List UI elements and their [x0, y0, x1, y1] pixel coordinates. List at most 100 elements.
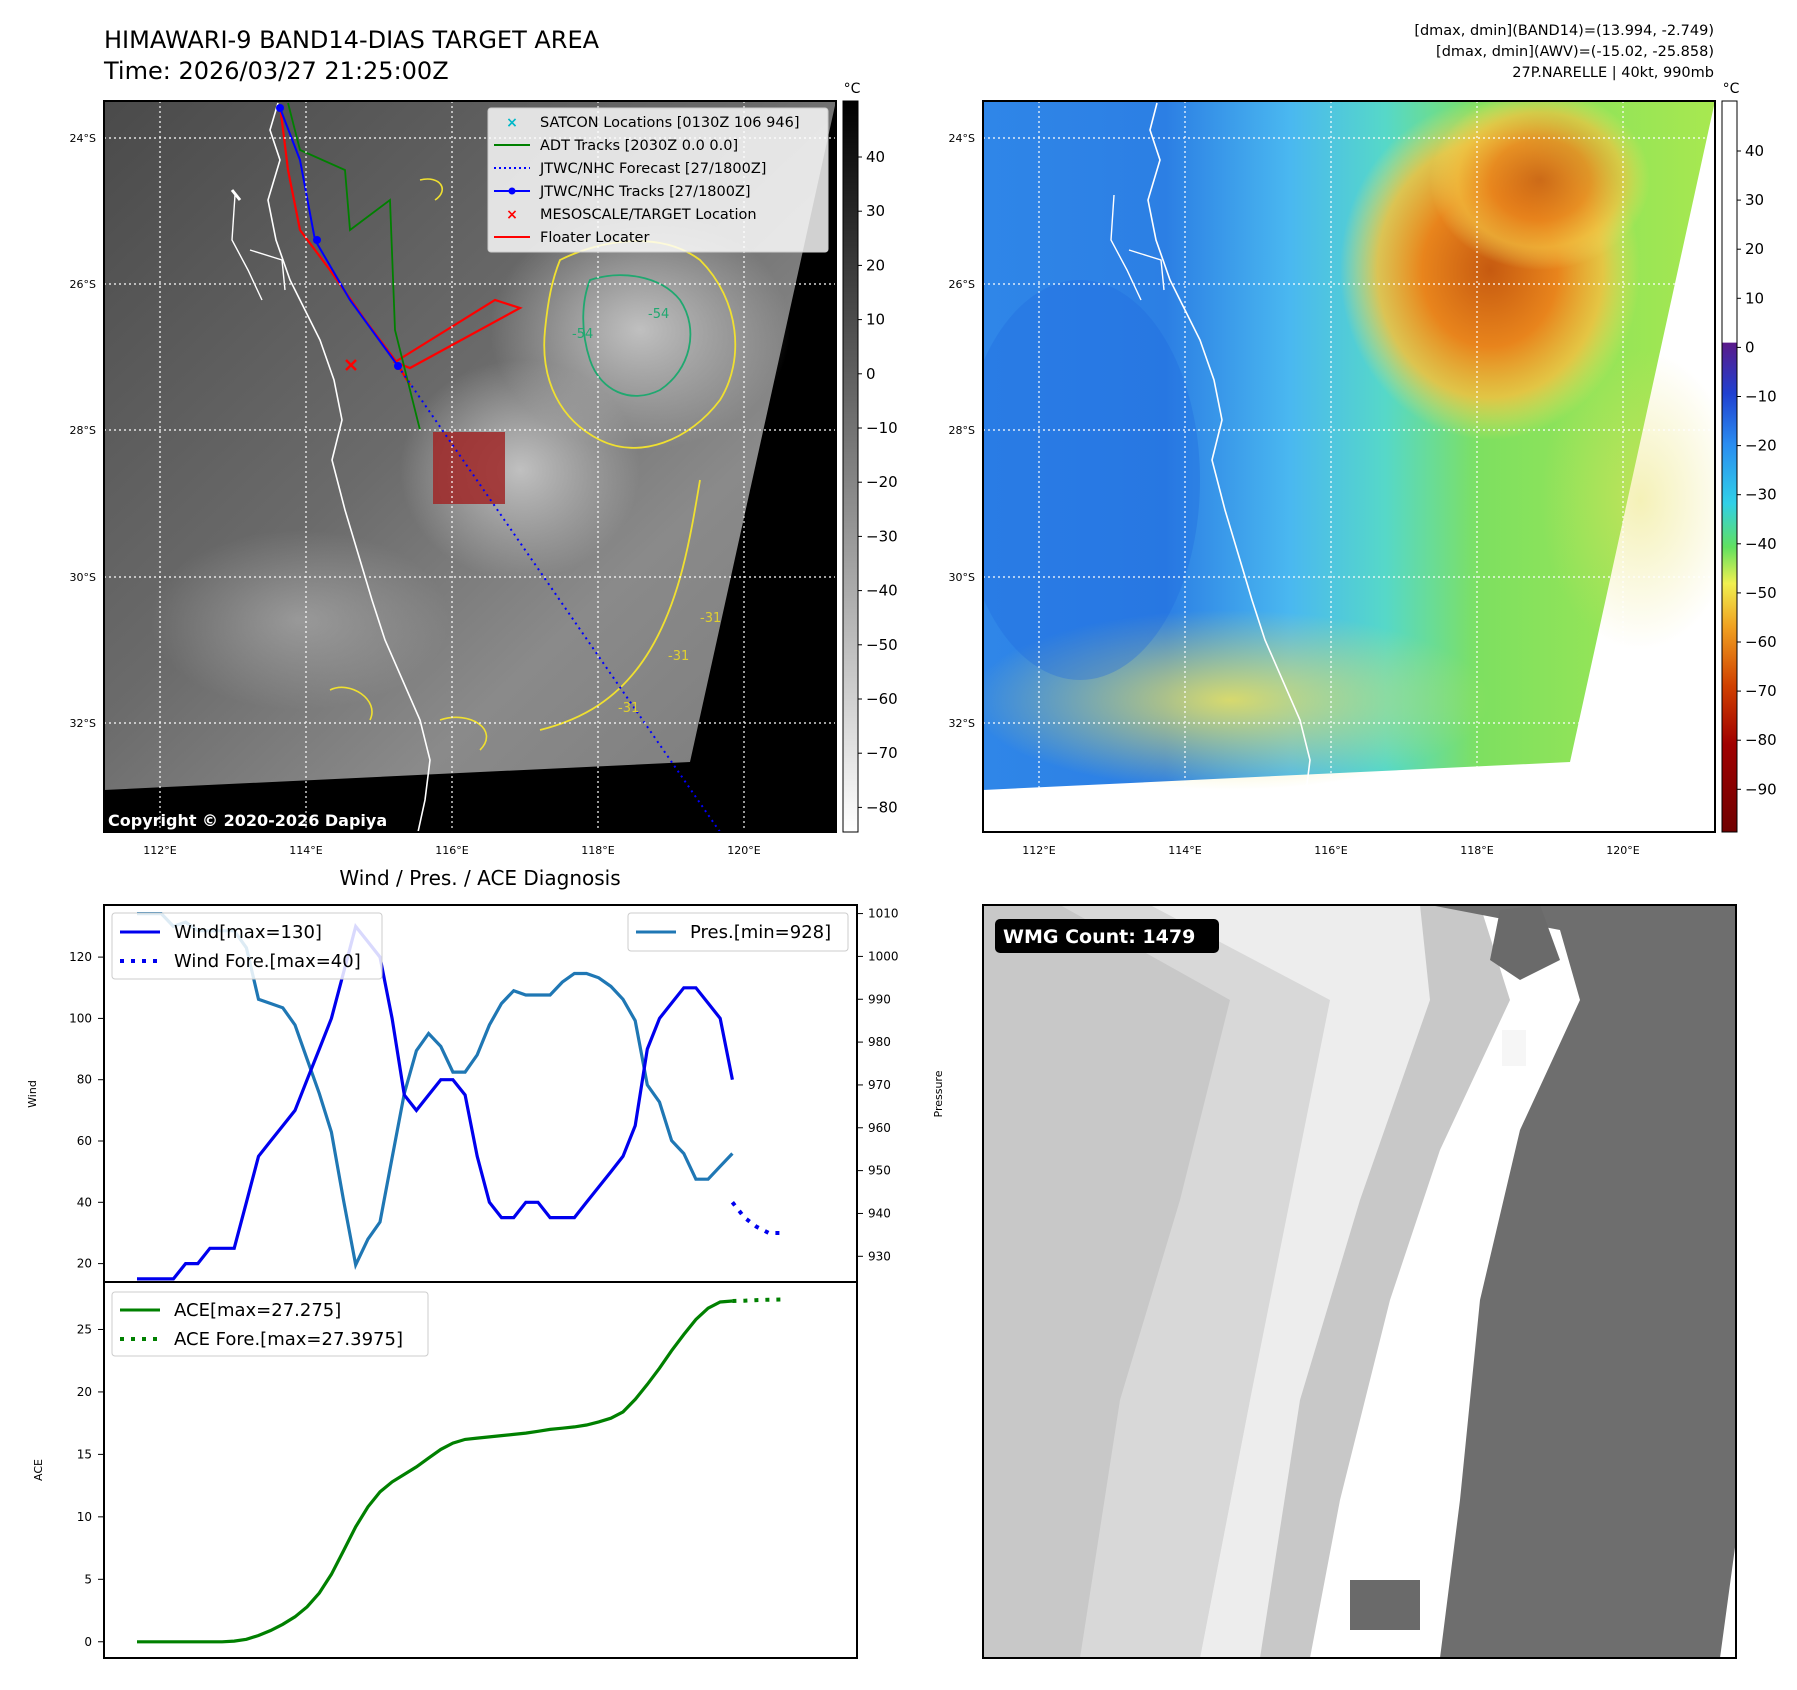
lat-tick-label: 24°S — [70, 132, 96, 145]
wind-tick-label: 20 — [77, 1257, 92, 1271]
ace-chart: 0 5 10 15 20 25 ACE ACE[max=27.275] ACE Fore.… — [32, 1281, 858, 1659]
wmg-dark-region — [1430, 905, 1736, 1658]
awv-colorbar-unit: °C — [1723, 81, 1740, 97]
mesoscale-target-marker — [345, 359, 357, 371]
legend-x-marker-icon: × — [506, 115, 518, 131]
contour-label: -31 — [668, 649, 689, 664]
colorbar-tick-label: 40 — [1745, 142, 1764, 160]
colorbar-tick-label: 40 — [866, 148, 885, 166]
colorbar-tick-label: 20 — [866, 256, 885, 274]
pressure-tick-label: 990 — [868, 992, 891, 1006]
ace-axis-label: ACE — [32, 1459, 45, 1481]
colorbar-tick-label: −30 — [1745, 486, 1777, 504]
floater-locater-track — [278, 104, 411, 386]
colorbar-tick-label: −10 — [866, 419, 898, 437]
colorbar-tick-label: 30 — [1745, 191, 1764, 209]
pressure-tick-label: 970 — [868, 1078, 891, 1092]
colorbar-tick-label: 30 — [866, 202, 885, 220]
ir-legend: × SATCON Locations [0130Z 106 946] ADT Tra… — [487, 107, 829, 253]
awv-coastline — [1147, 102, 1311, 832]
contour-label: -31 — [700, 611, 721, 626]
lat-tick-label: 32°S — [949, 717, 975, 730]
wind-pressure-chart: 20 40 60 80 100 120 930 940 950 960 970 980 990 1000 1… — [26, 904, 945, 1283]
colorbar-tick-label: 0 — [1745, 338, 1755, 356]
stats-awv: [dmax, dmin](AWV)=(-15.02, -25.858) — [1436, 44, 1714, 60]
legend-ace-forecast: ACE Fore.[max=27.3975] — [174, 1329, 403, 1350]
lon-tick-label: 118°E — [1460, 844, 1493, 857]
colorbar-tick-label: 20 — [1745, 240, 1764, 258]
pressure-tick-label: 1000 — [868, 949, 899, 963]
lat-tick-label: 28°S — [949, 424, 975, 437]
pressure-tick-label: 960 — [868, 1121, 891, 1135]
colorbar-tick-label: −20 — [866, 473, 898, 491]
lon-tick-label: 114°E — [289, 844, 322, 857]
colorbar-tick-label: −80 — [1745, 731, 1777, 749]
ir-legend-label: SATCON Locations [0130Z 106 946] — [540, 115, 799, 131]
lat-tick-label: 28°S — [70, 424, 96, 437]
figure-title: HIMAWARI-9 BAND14-DIAS TARGET AREA — [104, 26, 600, 54]
pressure-tick-label: 980 — [868, 1035, 891, 1049]
ace-tick-label: 0 — [84, 1635, 92, 1649]
legend-pressure: Pres.[min=928] — [690, 922, 831, 943]
wind-forecast-line — [730, 1201, 781, 1235]
pressure-tick-label: 1010 — [868, 907, 899, 921]
ace-tick-label: 15 — [77, 1447, 92, 1461]
wind-legend: Wind[max=130] Wind Fore.[max=40] — [111, 912, 383, 980]
lon-tick-label: 116°E — [1314, 844, 1347, 857]
ir-legend-label: JTWC/NHC Forecast [27/1800Z] — [539, 161, 766, 177]
contour-label: -31 — [618, 701, 639, 716]
awv-map-panel: 112°E 114°E 116°E 118°E 120°E 24°S 26°S 28°S 30°… — [949, 100, 1716, 857]
colorbar-tick-label: 10 — [866, 311, 885, 329]
colorbar-tick-label: −90 — [1745, 780, 1777, 798]
contour-label: -54 — [648, 307, 669, 322]
colorbar-tick-label: −70 — [866, 744, 898, 762]
ir-colorbar: °C 40 30 20 10 0 −10 −20 −30 −40 −50 −60 −70 −80 — [842, 81, 898, 833]
ir-legend-label: MESOSCALE/TARGET Location — [540, 207, 757, 223]
wmg-panel: WMG Count: 1479 — [982, 904, 1737, 1659]
ace-forecast-line — [732, 1297, 782, 1303]
jtwc-forecast-track — [397, 365, 721, 832]
ir-coastline — [267, 102, 431, 832]
colorbar-tick-label: 0 — [866, 365, 876, 383]
lon-tick-label: 116°E — [435, 844, 468, 857]
lat-tick-label: 32°S — [70, 717, 96, 730]
lat-tick-label: 26°S — [949, 278, 975, 291]
colorbar-tick-label: −80 — [866, 798, 898, 816]
colorbar-tick-label: −40 — [866, 582, 898, 600]
lon-tick-label: 120°E — [727, 844, 760, 857]
wind-axis-label: Wind — [26, 1080, 39, 1108]
ace-tick-label: 20 — [77, 1385, 92, 1399]
ace-tick-label: 10 — [77, 1510, 92, 1524]
ace-line — [137, 1299, 733, 1644]
pressure-tick-label: 940 — [868, 1206, 891, 1220]
colorbar-tick-label: −50 — [866, 636, 898, 654]
wind-tick-label: 120 — [69, 950, 92, 964]
lat-tick-label: 26°S — [70, 278, 96, 291]
ir-legend-label: JTWC/NHC Tracks [27/1800Z] — [539, 184, 751, 200]
colorbar-tick-label: −40 — [1745, 535, 1777, 553]
colorbar-tick-label: −20 — [1745, 437, 1777, 455]
figure-time: Time: 2026/03/27 21:25:00Z — [104, 57, 449, 85]
wind-line — [137, 923, 734, 1281]
contour-label: -54 — [572, 327, 593, 342]
pressure-legend: Pres.[min=928] — [627, 912, 849, 952]
lon-tick-label: 120°E — [1606, 844, 1639, 857]
lon-tick-label: 112°E — [1022, 844, 1055, 857]
stats-band14: [dmax, dmin](BAND14)=(13.994, -2.749) — [1414, 23, 1714, 39]
copyright-text: Copyright © 2020-2026 Dapiya — [108, 811, 387, 830]
ir-legend-label: Floater Locater — [540, 230, 649, 246]
ir-legend-label: ADT Tracks [2030Z 0.0 0.0] — [540, 138, 738, 154]
awv-gridlines — [983, 101, 1715, 832]
legend-wind-forecast: Wind Fore.[max=40] — [174, 951, 361, 972]
legend-wind: Wind[max=130] — [174, 922, 322, 943]
legend-x-marker-icon: × — [506, 207, 518, 223]
colorbar-tick-label: −60 — [866, 690, 898, 708]
lon-tick-label: 118°E — [581, 844, 614, 857]
ace-tick-label: 25 — [77, 1322, 92, 1336]
colorbar-tick-label: −60 — [1745, 633, 1777, 651]
ace-tick-label: 5 — [84, 1572, 92, 1586]
ir-colorbar-unit: °C — [844, 81, 861, 97]
colorbar-tick-label: −70 — [1745, 682, 1777, 700]
wmg-count-label: WMG Count: 1479 — [1003, 926, 1195, 948]
